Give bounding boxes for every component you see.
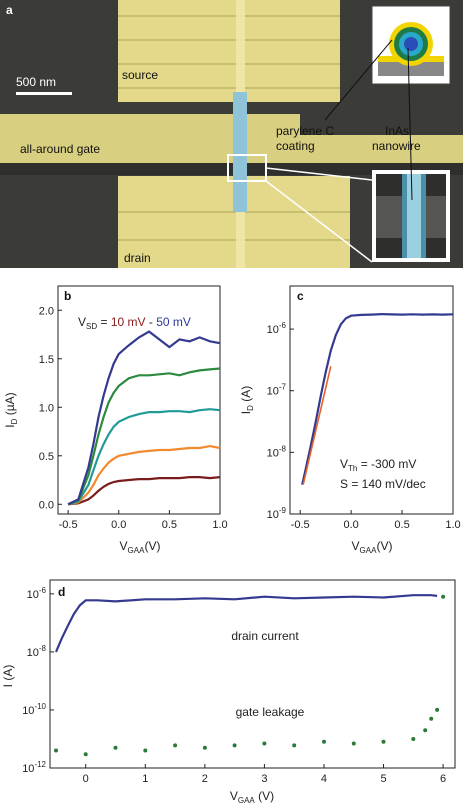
coating-label-line1: parylene C xyxy=(276,124,334,138)
panel-d-point-gate-leakage xyxy=(113,745,118,750)
panel-d-point-gate-leakage xyxy=(411,737,416,741)
scale-bar xyxy=(16,92,72,95)
panel-b-ytick-label: 2.0 xyxy=(39,305,54,317)
panel-b-series-3 xyxy=(67,408,221,506)
source-label: source xyxy=(122,68,158,82)
panel-d-frame xyxy=(49,579,456,769)
panel-d-point-gate-leakage xyxy=(429,716,434,721)
panel-d-point-gate-leakage xyxy=(54,748,58,753)
panel-c-ytick-label: 10-9 xyxy=(267,506,287,521)
panel-d-chart: d 0 1 2 3 4 5 6 10-12 10-10 10-8 10-6 drain curren… xyxy=(1,579,456,805)
panel-b-ytick-label: 0.0 xyxy=(39,499,54,511)
panel-c-s-annotation: S = 140 mV/dec xyxy=(340,477,426,491)
panel-d-point-gate-leakage xyxy=(143,748,148,753)
panel-c-xtick-label: 0.5 xyxy=(394,519,409,531)
panel-d-ylabel: I (A) xyxy=(1,665,15,688)
panel-d-point-gate-leakage xyxy=(441,594,446,599)
zoom-inset xyxy=(372,170,450,262)
panel-b-xtick-label: 0.5 xyxy=(162,519,177,531)
panel-d-point-gate-leakage xyxy=(262,741,267,746)
panel-b-ylabel: ID (µA) xyxy=(3,392,19,427)
panel-d-point-gate-leakage xyxy=(423,728,428,733)
coating-label-line2: coating xyxy=(276,139,315,153)
panel-d-point-gate-leakage xyxy=(173,743,178,748)
panel-b-ytick-label: 0.5 xyxy=(39,451,54,463)
panel-b-chart: b VSD = 10 mV - 50 mV -0.5 0.0 0.5 1.0 0.0 0.… xyxy=(3,285,228,555)
panel-b-series-5 xyxy=(67,330,221,506)
panel-d-letter: d xyxy=(58,585,65,599)
drain-label: drain xyxy=(124,251,151,265)
panel-b-xtick-label: 0.0 xyxy=(111,519,126,531)
panel-b-series-4 xyxy=(67,367,221,506)
panel-c-ytick-label: 10-6 xyxy=(267,321,287,336)
panel-c-vth-annotation: VTh = -300 mV xyxy=(340,457,416,473)
panel-d-gate-annotation: gate leakage xyxy=(236,705,305,719)
panel-d-xtick-label: 5 xyxy=(380,773,386,785)
panel-b-series-1 xyxy=(67,476,221,506)
panel-b-xtick-label: -0.5 xyxy=(59,519,78,531)
panel-d-point-gate-leakage xyxy=(83,752,88,757)
panel-b-ytick-label: 1.5 xyxy=(39,354,54,366)
panel-d-ytick-label: 10-6 xyxy=(27,586,47,601)
panel-d-point-gate-leakage xyxy=(381,739,386,744)
cross-section-inset xyxy=(371,5,451,85)
panel-c-frame xyxy=(289,285,454,515)
gate-label: all-around gate xyxy=(20,142,100,156)
panel-b-series-2 xyxy=(67,444,221,506)
panel-c-ylabel: ID (A) xyxy=(239,386,255,414)
panel-c-series-measured xyxy=(301,312,454,485)
panel-d-xtick-label: 4 xyxy=(321,773,327,785)
panel-d-drain-annotation: drain current xyxy=(231,629,299,643)
nanowire-label-line2: nanowire xyxy=(372,139,421,153)
panel-d-series-drain-current xyxy=(54,594,438,653)
panel-c-series-fit xyxy=(302,366,332,485)
panel-d-point-gate-leakage xyxy=(322,739,326,744)
panel-a-sem-image: 500 nm a source all-around gate drain pa… xyxy=(0,0,463,268)
nanowire xyxy=(233,92,247,212)
gate-electrode xyxy=(0,114,463,163)
panel-d-xtick-label: 0 xyxy=(83,773,89,785)
panel-c-chart: c -0.5 0.0 0.5 1.0 10-9 10-8 10-7 10-6 VTh = -3… xyxy=(239,285,461,555)
panel-b-ytick-label: 1.0 xyxy=(39,402,54,414)
panel-c-letter: c xyxy=(297,289,304,303)
panel-c-xtick-label: 1.0 xyxy=(445,519,460,531)
panel-d-xtick-label: 3 xyxy=(261,773,267,785)
panel-d-point-gate-leakage xyxy=(202,745,207,750)
panel-c-xlabel: VGAA(V) xyxy=(352,539,393,555)
panel-b-xtick-label: 1.0 xyxy=(212,519,227,531)
panel-b-xlabel: VGAA(V) xyxy=(120,539,161,555)
panel-d-ytick-label: 10-8 xyxy=(27,644,47,659)
scale-bar-label: 500 nm xyxy=(16,75,56,89)
panel-c-xtick-label: -0.5 xyxy=(291,519,310,531)
panel-c-xtick-label: 0.0 xyxy=(343,519,358,531)
panel-d-point-gate-leakage xyxy=(292,743,297,748)
panel-d-ytick-label: 10-10 xyxy=(22,702,46,717)
panel-d-ytick-label: 10-12 xyxy=(22,760,46,775)
panel-d-xlabel: VGAA (V) xyxy=(230,789,274,805)
panel-c-ytick-label: 10-7 xyxy=(267,383,287,398)
panel-a-letter: a xyxy=(6,3,13,17)
panel-b-frame xyxy=(57,285,221,515)
panel-d-xtick-label: 1 xyxy=(142,773,148,785)
panel-d-xtick-label: 2 xyxy=(202,773,208,785)
panel-d-point-gate-leakage xyxy=(232,743,237,748)
panel-b-annotation: VSD = 10 mV - 50 mV xyxy=(78,315,191,331)
panel-d-point-gate-leakage xyxy=(435,707,440,712)
panel-d-xtick-label: 6 xyxy=(440,773,446,785)
nanowire-label-line1: InAs xyxy=(385,124,409,138)
panel-d-point-gate-leakage xyxy=(351,741,356,746)
panel-b-letter: b xyxy=(64,289,71,303)
panel-c-ytick-label: 10-8 xyxy=(267,444,287,459)
